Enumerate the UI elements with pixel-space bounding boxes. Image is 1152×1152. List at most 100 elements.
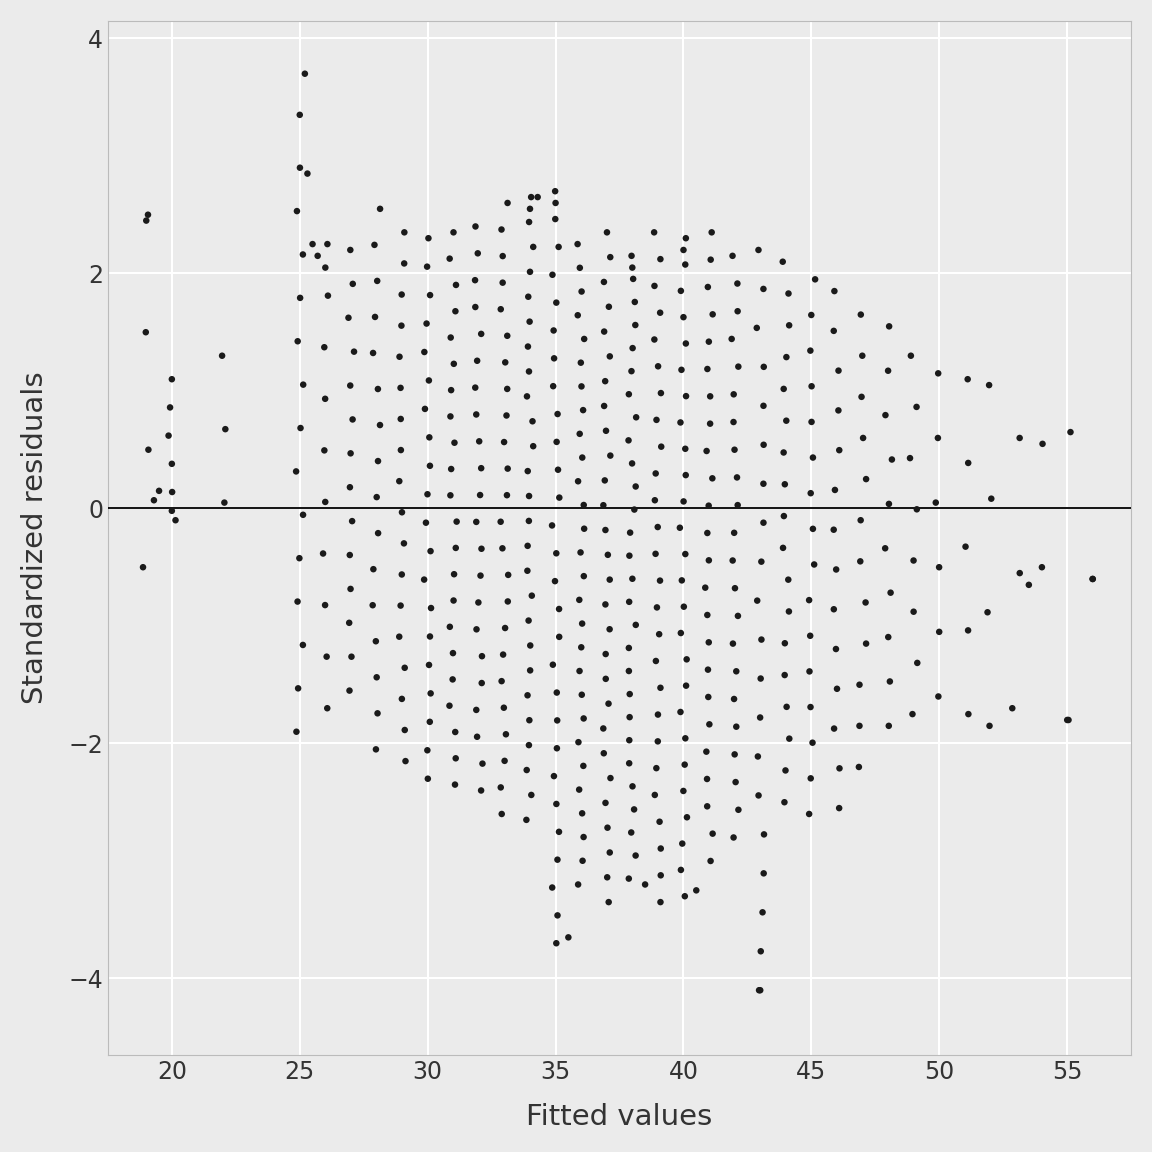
Point xyxy=(545,767,563,786)
Point xyxy=(309,247,327,265)
Point xyxy=(289,680,308,698)
Point xyxy=(440,697,458,715)
Point xyxy=(495,433,514,452)
Point xyxy=(392,597,410,615)
Point xyxy=(548,711,567,729)
Point xyxy=(570,425,589,444)
Point xyxy=(543,878,561,896)
Point xyxy=(601,248,620,266)
Point xyxy=(575,710,593,728)
Point xyxy=(548,907,567,925)
Point xyxy=(493,273,511,291)
Point xyxy=(339,309,357,327)
Point xyxy=(904,602,923,621)
Point xyxy=(313,544,332,562)
Point xyxy=(831,441,849,460)
Point xyxy=(677,387,696,406)
Point xyxy=(570,591,589,609)
Point xyxy=(755,475,773,493)
Point xyxy=(544,266,562,285)
Point xyxy=(775,634,794,652)
Point xyxy=(465,271,484,289)
Point xyxy=(166,511,184,530)
Point xyxy=(699,551,718,569)
Point xyxy=(850,758,869,776)
Point xyxy=(755,280,773,298)
Point xyxy=(699,333,718,351)
Point xyxy=(880,673,899,691)
Point xyxy=(550,823,568,841)
Point xyxy=(498,326,516,344)
Point xyxy=(802,484,820,502)
Point xyxy=(369,524,387,543)
Point xyxy=(670,518,689,537)
Point xyxy=(498,486,516,505)
Point xyxy=(775,475,794,493)
Point xyxy=(442,460,461,478)
Point xyxy=(902,347,920,365)
Point xyxy=(673,834,691,852)
Point xyxy=(804,448,823,467)
Point xyxy=(677,676,696,695)
Point xyxy=(594,273,613,291)
Point xyxy=(802,305,820,324)
Point xyxy=(393,690,411,708)
Point xyxy=(676,545,695,563)
Point xyxy=(493,805,511,824)
Point xyxy=(415,570,433,589)
Point xyxy=(703,469,721,487)
Point xyxy=(876,539,894,558)
Point xyxy=(575,495,593,514)
Point xyxy=(420,628,439,646)
Point xyxy=(573,377,591,395)
Point xyxy=(444,644,462,662)
Point xyxy=(341,478,359,497)
Point xyxy=(652,384,670,402)
Point xyxy=(908,397,926,416)
Point xyxy=(801,341,819,359)
Point xyxy=(369,452,387,470)
Point xyxy=(601,446,620,464)
Point xyxy=(472,539,491,558)
Point xyxy=(367,668,386,687)
Point xyxy=(725,385,743,403)
Point xyxy=(958,621,977,639)
Point xyxy=(779,285,797,303)
Point xyxy=(441,486,460,505)
Point xyxy=(492,779,510,797)
Point xyxy=(673,361,691,379)
Point xyxy=(674,492,692,510)
Point xyxy=(343,410,362,429)
Point xyxy=(213,347,232,365)
Point xyxy=(290,550,309,568)
Point xyxy=(159,426,177,445)
Point xyxy=(651,571,669,590)
Point xyxy=(696,578,714,597)
Point xyxy=(420,286,439,304)
Point xyxy=(596,372,614,391)
Point xyxy=(568,235,586,253)
Point xyxy=(343,274,362,293)
Point xyxy=(1083,570,1101,589)
Point xyxy=(825,521,843,539)
Point xyxy=(879,628,897,646)
Point xyxy=(829,362,848,380)
Point xyxy=(498,407,516,425)
Point xyxy=(395,255,414,273)
Point xyxy=(524,237,543,256)
Point xyxy=(393,286,411,304)
Point xyxy=(652,866,670,885)
Point xyxy=(827,639,846,658)
Point xyxy=(364,596,382,614)
Point xyxy=(598,818,616,836)
Point xyxy=(829,401,848,419)
Point xyxy=(645,223,664,242)
Point xyxy=(697,441,715,460)
Point xyxy=(801,627,819,645)
Point xyxy=(1020,576,1038,594)
Point xyxy=(857,470,876,488)
Point xyxy=(636,876,654,894)
Point xyxy=(395,535,414,553)
Point xyxy=(627,615,645,634)
Point xyxy=(287,462,305,480)
